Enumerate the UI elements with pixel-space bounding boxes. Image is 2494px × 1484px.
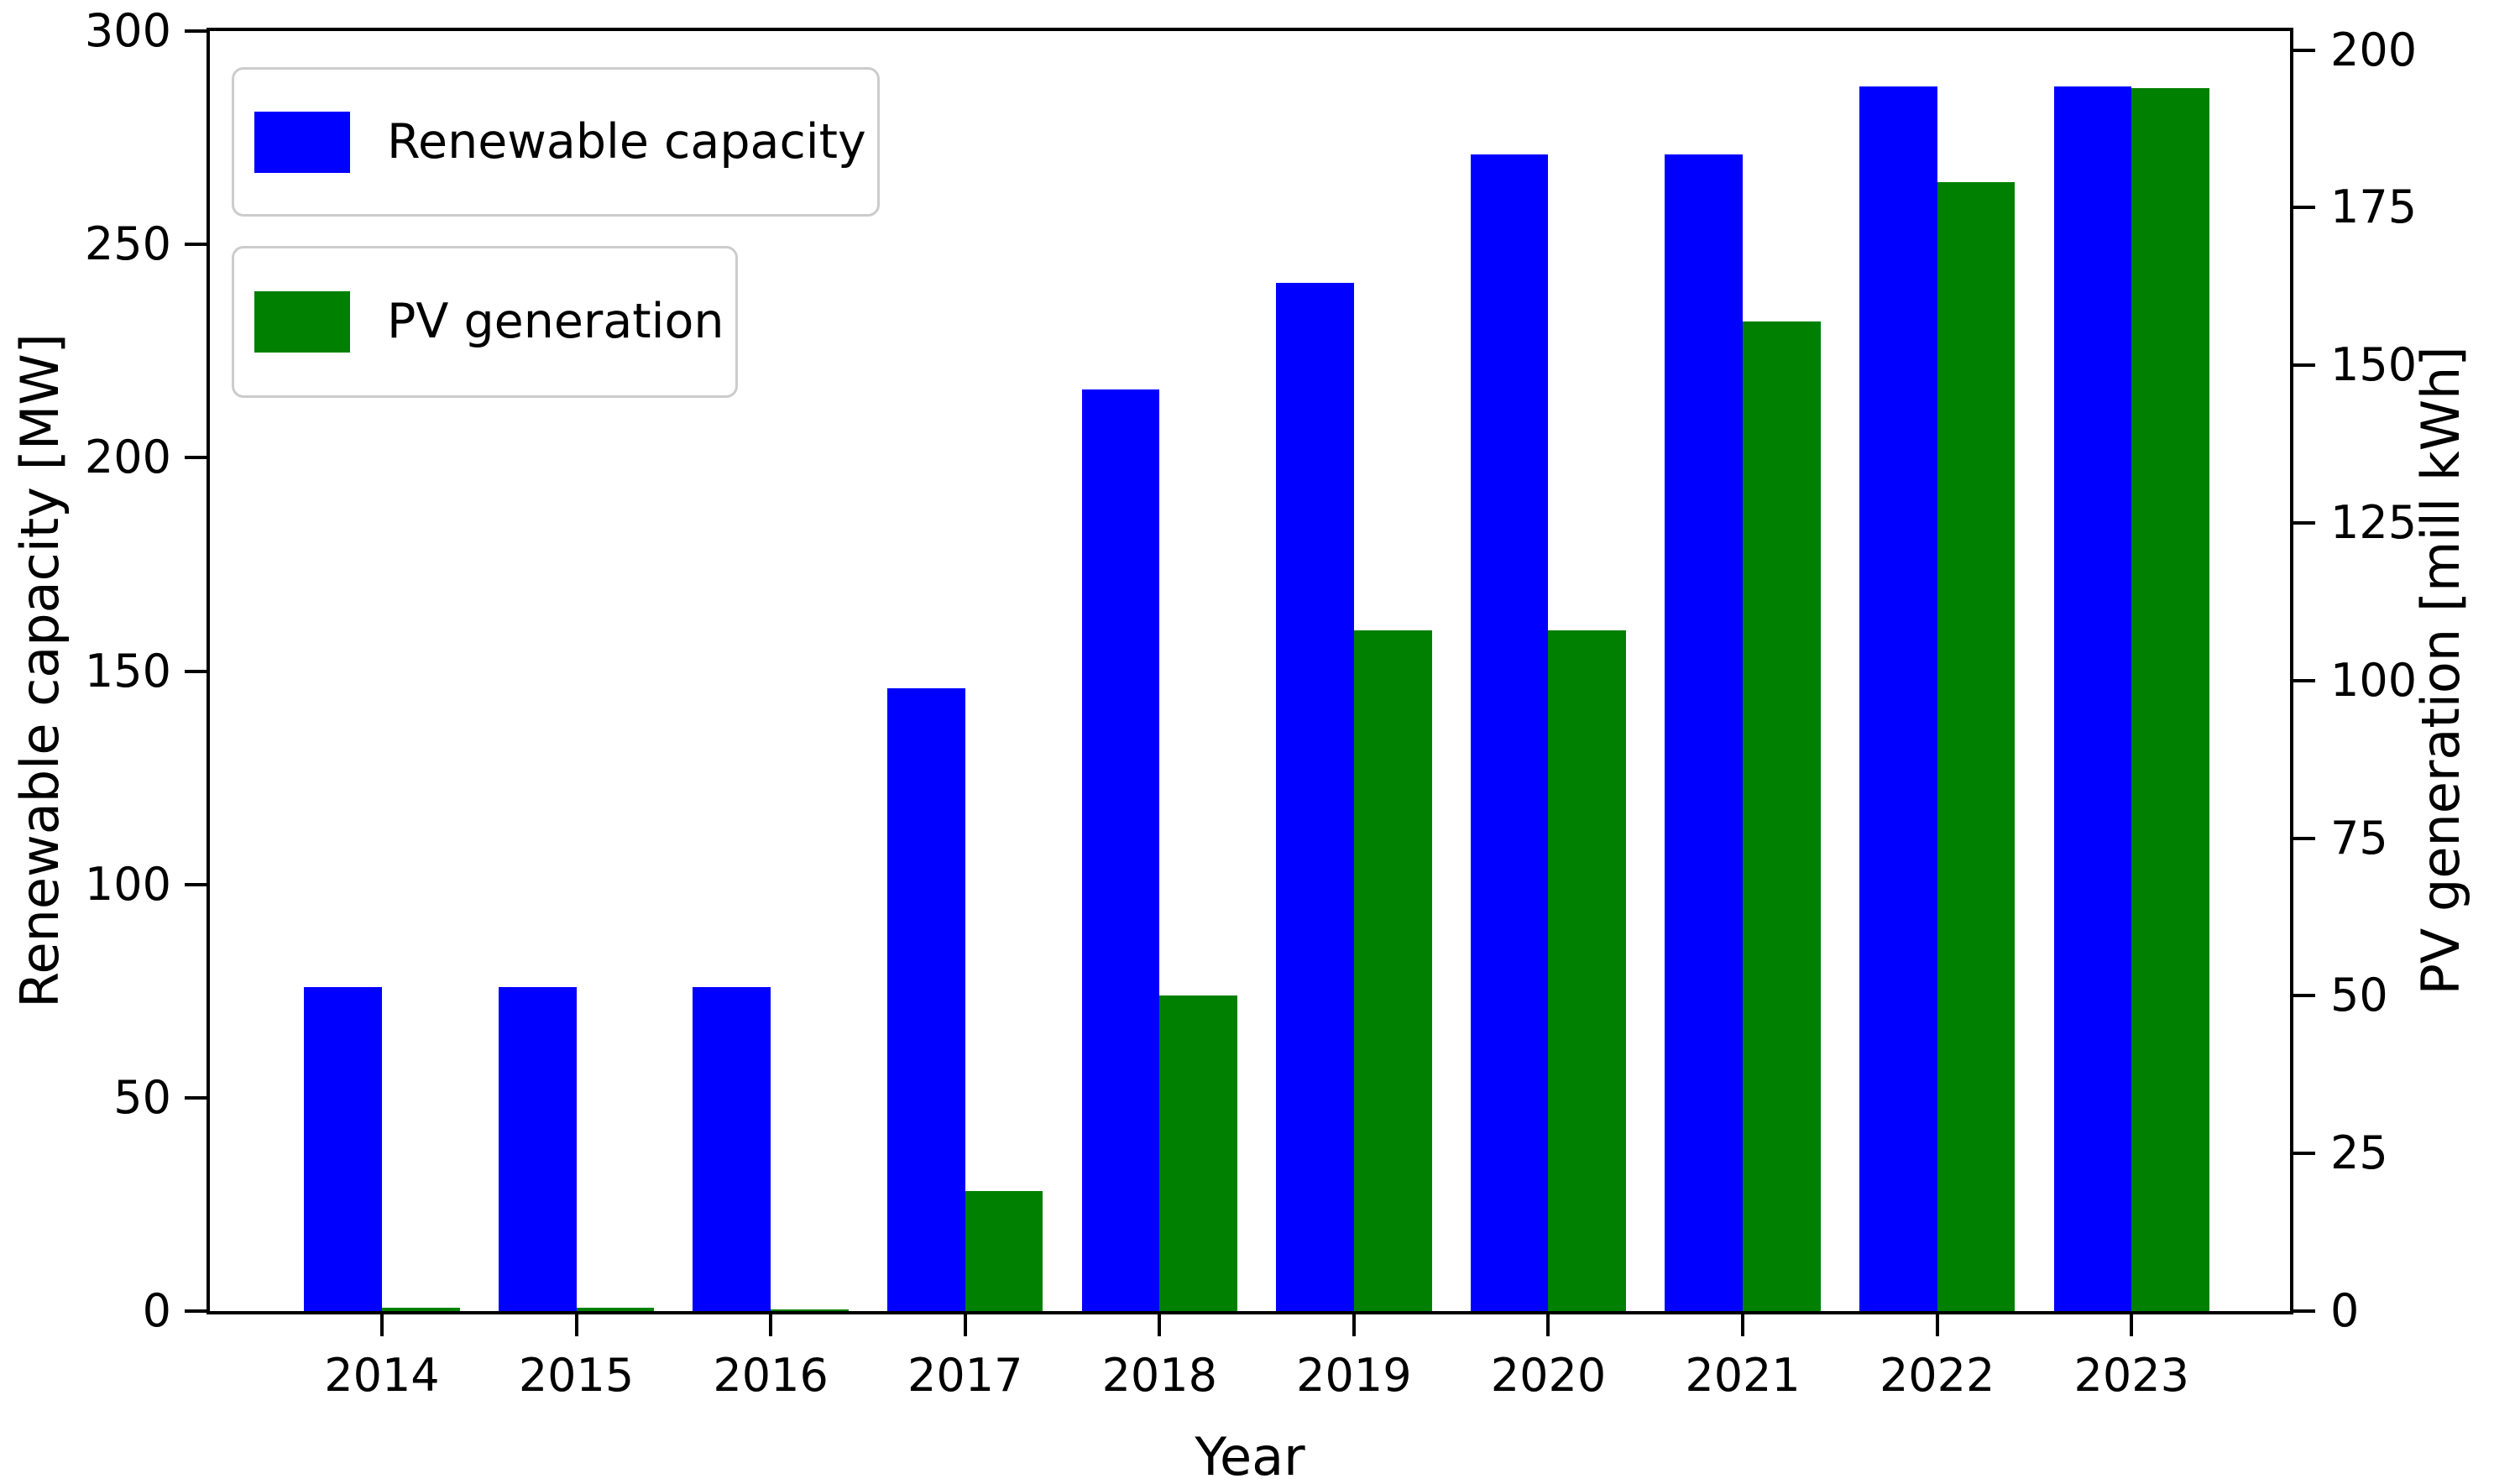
y-axis-tick-left [185,669,207,673]
y-axis-tick-label-right: 75 [2330,811,2388,865]
bar-renewable-capacity-2023 [2053,86,2132,1311]
legend-swatch-renewable-capacity [254,111,350,173]
x-axis-tick [1741,1314,1745,1336]
y-axis-tick-right [2293,48,2315,52]
x-axis-tick-label: 2017 [907,1349,1023,1402]
x-axis-tick-label: 2016 [713,1349,829,1402]
x-axis-tick-label: 2022 [1879,1349,1995,1402]
bar-renewable-capacity-2020 [1470,154,1549,1311]
x-axis-tick [1352,1314,1356,1336]
bar-renewable-capacity-2021 [1665,154,1744,1311]
y-axis-tick-label-right: 50 [2330,969,2388,1022]
x-axis-tick [1546,1314,1550,1336]
y-axis-tick-left [185,456,207,460]
y-axis-tick-label-left: 150 [84,644,171,698]
y-axis-title-right: PV generation [mill kWh] [2410,346,2471,995]
legend-pv-generation: PV generation [232,246,738,398]
bar-pv-generation-2021 [1743,321,1821,1311]
y-axis-tick-right [2293,206,2315,210]
bar-renewable-capacity-2014 [304,986,382,1311]
y-axis-tick-label-right: 100 [2330,653,2418,707]
x-axis-tick [963,1314,967,1336]
y-axis-tick-label-right: 125 [2330,495,2418,549]
legend-label-pv-generation: PV generation [387,294,724,349]
bar-renewable-capacity-2019 [1276,282,1354,1311]
x-axis-tick-label: 2014 [324,1349,440,1402]
x-axis-tick-label: 2020 [1490,1349,1607,1402]
x-axis-tick-label: 2015 [518,1349,635,1402]
x-axis-tick-label: 2023 [2073,1349,2189,1402]
bar-renewable-capacity-2017 [887,687,965,1311]
y-axis-tick-left [185,1309,207,1313]
legend-renewable-capacity: Renewable capacity [232,67,880,217]
x-axis-tick-label: 2021 [1685,1349,1801,1402]
bar-pv-generation-2023 [2131,87,2209,1311]
y-axis-tick-label-left: 100 [84,857,171,911]
x-axis-tick [1935,1314,1939,1336]
y-axis-tick-label-left: 50 [113,1070,171,1124]
y-axis-tick-label-left: 200 [84,431,171,484]
y-axis-title-left: Renewable capacity [MW] [9,333,71,1008]
legend-swatch-pv-generation [254,291,350,353]
x-axis-tick [1158,1314,1162,1336]
bar-pv-generation-2019 [1353,630,1432,1311]
bar-renewable-capacity-2015 [498,986,577,1311]
legend-label-renewable-capacity: Renewable capacity [387,113,866,170]
y-axis-tick-right [2293,1309,2315,1313]
y-axis-tick-label-left: 250 [84,217,171,271]
y-axis-tick-left [185,29,207,33]
bar-pv-generation-2015 [576,1308,655,1311]
bar-pv-generation-2022 [1937,182,2016,1311]
y-axis-tick-label-right: 0 [2330,1284,2360,1337]
x-axis-tick [574,1314,578,1336]
y-axis-tick-left [185,882,207,886]
y-axis-tick-right [2293,994,2315,998]
bar-pv-generation-2017 [965,1191,1043,1311]
x-axis-tick [2130,1314,2134,1336]
bar-renewable-capacity-2016 [693,986,771,1311]
y-axis-tick-left [185,243,207,247]
y-axis-tick-right [2293,678,2315,682]
y-axis-tick-right [2293,363,2315,368]
y-axis-tick-label-left: 300 [84,4,171,57]
y-axis-tick-right [2293,836,2315,840]
plot-area: Renewable capacity PV generation 0 50 100 1… [85,8,2417,1398]
x-axis-tick-label: 2018 [1101,1349,1218,1402]
x-axis-title: Year [1195,1426,1305,1484]
y-axis-tick-label-right: 25 [2330,1126,2388,1180]
y-axis-tick-label-right: 175 [2330,180,2418,234]
y-axis-tick-right [2293,1152,2315,1156]
bar-renewable-capacity-2018 [1081,389,1160,1311]
y-axis-tick-label-right: 200 [2330,23,2418,76]
x-axis-tick [379,1314,384,1336]
y-axis-tick-label-left: 0 [142,1284,171,1337]
bar-renewable-capacity-2022 [1859,86,1937,1311]
y-axis-tick-left [185,1095,207,1100]
bar-pv-generation-2018 [1159,995,1237,1311]
x-axis-tick-label: 2019 [1296,1349,1412,1402]
bar-pv-generation-2014 [381,1308,460,1311]
y-axis-tick-label-right: 150 [2330,338,2418,392]
x-axis-tick [769,1314,773,1336]
bar-pv-generation-2016 [771,1309,849,1311]
bar-pv-generation-2020 [1548,630,1627,1311]
y-axis-tick-right [2293,520,2315,525]
